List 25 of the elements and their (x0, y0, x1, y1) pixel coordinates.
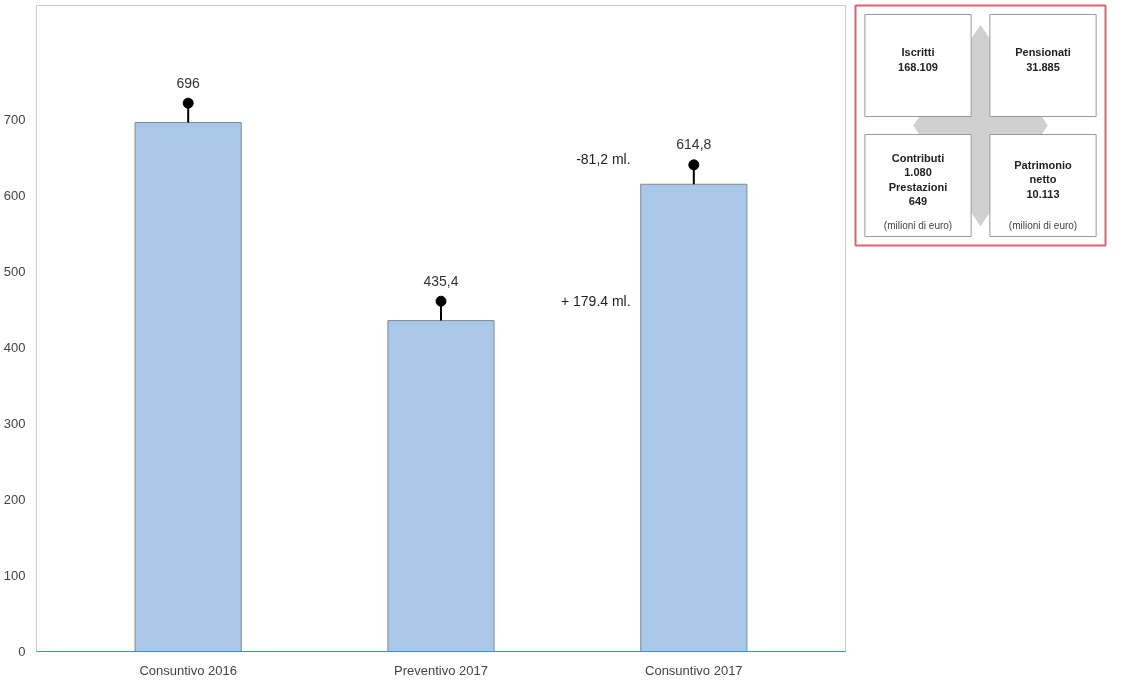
y-tick-label: 200 (3, 492, 26, 507)
annotation: -81,2 ml. (576, 151, 631, 167)
bar (640, 183, 748, 652)
y-tick-label: 400 (3, 340, 26, 355)
text: (milioni di euro) (1008, 219, 1078, 231)
y-tick-label: 100 (3, 568, 26, 583)
y-tick-label: 600 (3, 188, 26, 203)
y-tick-label: 0 (18, 644, 26, 659)
data-label: 614,8 (676, 136, 712, 153)
text: (milioni di euro) (883, 219, 953, 231)
x-tick-label: Consuntivo 2017 (645, 662, 743, 678)
bar (387, 320, 495, 652)
text: Pensionati 31.885 (1015, 46, 1071, 73)
x-tick-label: Preventivo 2017 (394, 662, 488, 678)
annotation: + 179.4 ml. (560, 293, 631, 310)
data-label: 696 (176, 74, 201, 91)
text: Iscritti 168.109 (898, 46, 938, 73)
data-label: 435,4 (423, 272, 459, 289)
bar (134, 122, 242, 652)
y-tick-label: 300 (3, 416, 26, 431)
y-tick-label: 500 (3, 264, 26, 279)
y-tick-label: 700 (3, 112, 26, 127)
text: Contributi 1.080 Prestazioni 649 (888, 151, 948, 208)
x-tick-label: Consuntivo 2016 (139, 662, 237, 678)
text: Patrimonio netto 10.113 (1014, 159, 1073, 200)
